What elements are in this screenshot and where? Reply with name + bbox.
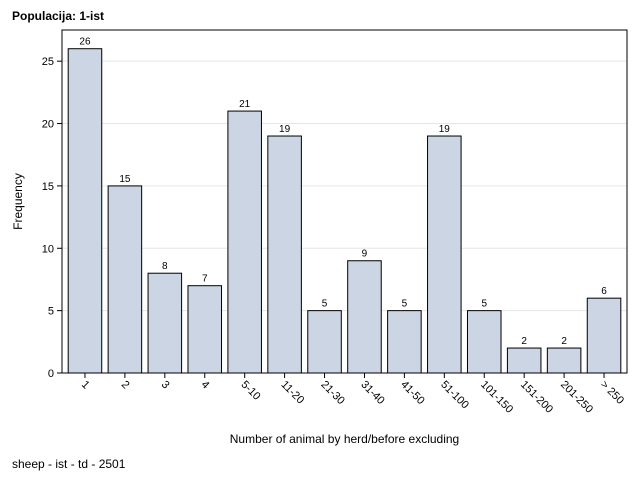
y-tick-label: 0 (48, 368, 54, 380)
bar (67, 48, 103, 374)
x-tick-label: > 250 (598, 379, 626, 407)
x-tick-label: 4 (199, 379, 212, 392)
x-tick-label: 1 (79, 379, 92, 392)
x-tick-label: 151-200 (518, 379, 555, 416)
y-tick-label: 25 (42, 56, 54, 68)
x-tick-label: 51-100 (438, 379, 471, 412)
x-tick-label: 5-10 (239, 379, 263, 403)
data-label: 21 (239, 99, 251, 110)
bar (586, 297, 622, 374)
y-tick-label: 10 (42, 243, 54, 255)
bar (267, 135, 302, 374)
plot-frame (61, 29, 628, 374)
data-label: 7 (202, 274, 208, 285)
x-tick-label: 41-50 (398, 379, 426, 407)
x-tick-label: 21-30 (318, 379, 346, 407)
y-tick-label: 5 (48, 306, 54, 318)
footnote: sheep - ist - td - 2501 (12, 457, 126, 471)
data-label: 19 (439, 124, 451, 135)
data-label: 9 (362, 249, 368, 260)
bar (387, 310, 422, 374)
data-label: 2 (521, 336, 527, 347)
data-label: 8 (162, 261, 168, 272)
bar (466, 310, 502, 374)
bar (107, 185, 143, 374)
bar (147, 272, 183, 374)
bar (427, 135, 462, 374)
data-label: 2 (561, 336, 567, 347)
data-label: 5 (481, 299, 487, 310)
x-tick-label: 3 (159, 379, 172, 392)
gridlines (62, 60, 627, 312)
x-tick-label: 31-40 (358, 379, 386, 407)
x-axis-title: Number of animal by herd/before excludin… (230, 432, 459, 446)
x-tick-label: 201-250 (558, 379, 595, 416)
bar (227, 110, 262, 374)
y-tick-label: 20 (42, 119, 54, 131)
x-tick-label: 2 (119, 379, 132, 392)
data-label: 5 (322, 299, 328, 310)
bar (546, 347, 582, 374)
bar (506, 347, 542, 374)
bar (187, 285, 223, 374)
chart-title: Populacija: 1-ist (12, 9, 105, 23)
data-label: 26 (79, 37, 91, 48)
data-label: 19 (279, 124, 291, 135)
bars (67, 48, 622, 374)
y-tick-label: 15 (42, 181, 54, 193)
bar (347, 260, 382, 374)
data-label: 5 (402, 299, 408, 310)
data-label: 6 (601, 286, 607, 297)
data-label: 15 (119, 174, 131, 185)
bar (307, 310, 342, 374)
x-tick-label: 101-150 (478, 379, 515, 416)
x-tick-label: 11-20 (278, 379, 306, 407)
y-axis-title: Frequency (11, 173, 25, 230)
